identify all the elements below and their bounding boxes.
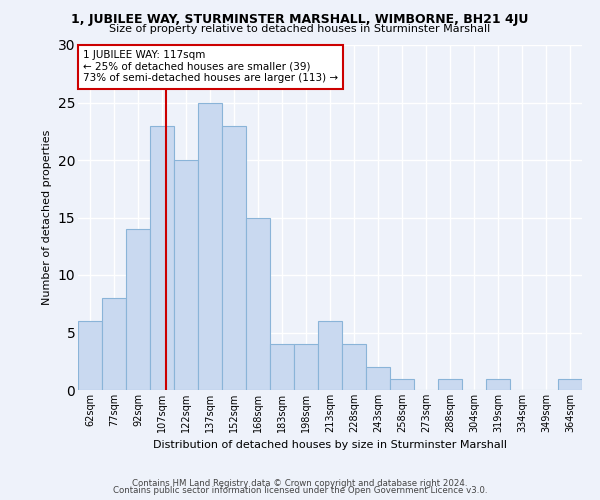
Bar [174, 160, 198, 390]
Y-axis label: Number of detached properties: Number of detached properties [42, 130, 52, 305]
Bar [366, 367, 390, 390]
Text: 1, JUBILEE WAY, STURMINSTER MARSHALL, WIMBORNE, BH21 4JU: 1, JUBILEE WAY, STURMINSTER MARSHALL, WI… [71, 12, 529, 26]
Bar [342, 344, 366, 390]
Bar [438, 378, 462, 390]
Bar [294, 344, 318, 390]
Bar [558, 378, 582, 390]
Text: 1 JUBILEE WAY: 117sqm
← 25% of detached houses are smaller (39)
73% of semi-deta: 1 JUBILEE WAY: 117sqm ← 25% of detached … [83, 50, 338, 84]
Bar [150, 126, 174, 390]
Text: Size of property relative to detached houses in Sturminster Marshall: Size of property relative to detached ho… [109, 24, 491, 34]
Bar [486, 378, 510, 390]
Bar [78, 321, 102, 390]
Bar [102, 298, 126, 390]
Text: Contains public sector information licensed under the Open Government Licence v3: Contains public sector information licen… [113, 486, 487, 495]
Bar [318, 321, 342, 390]
Bar [198, 102, 222, 390]
Bar [222, 126, 246, 390]
Bar [390, 378, 414, 390]
X-axis label: Distribution of detached houses by size in Sturminster Marshall: Distribution of detached houses by size … [153, 440, 507, 450]
Text: Contains HM Land Registry data © Crown copyright and database right 2024.: Contains HM Land Registry data © Crown c… [132, 478, 468, 488]
Bar [126, 229, 150, 390]
Bar [246, 218, 270, 390]
Bar [270, 344, 294, 390]
